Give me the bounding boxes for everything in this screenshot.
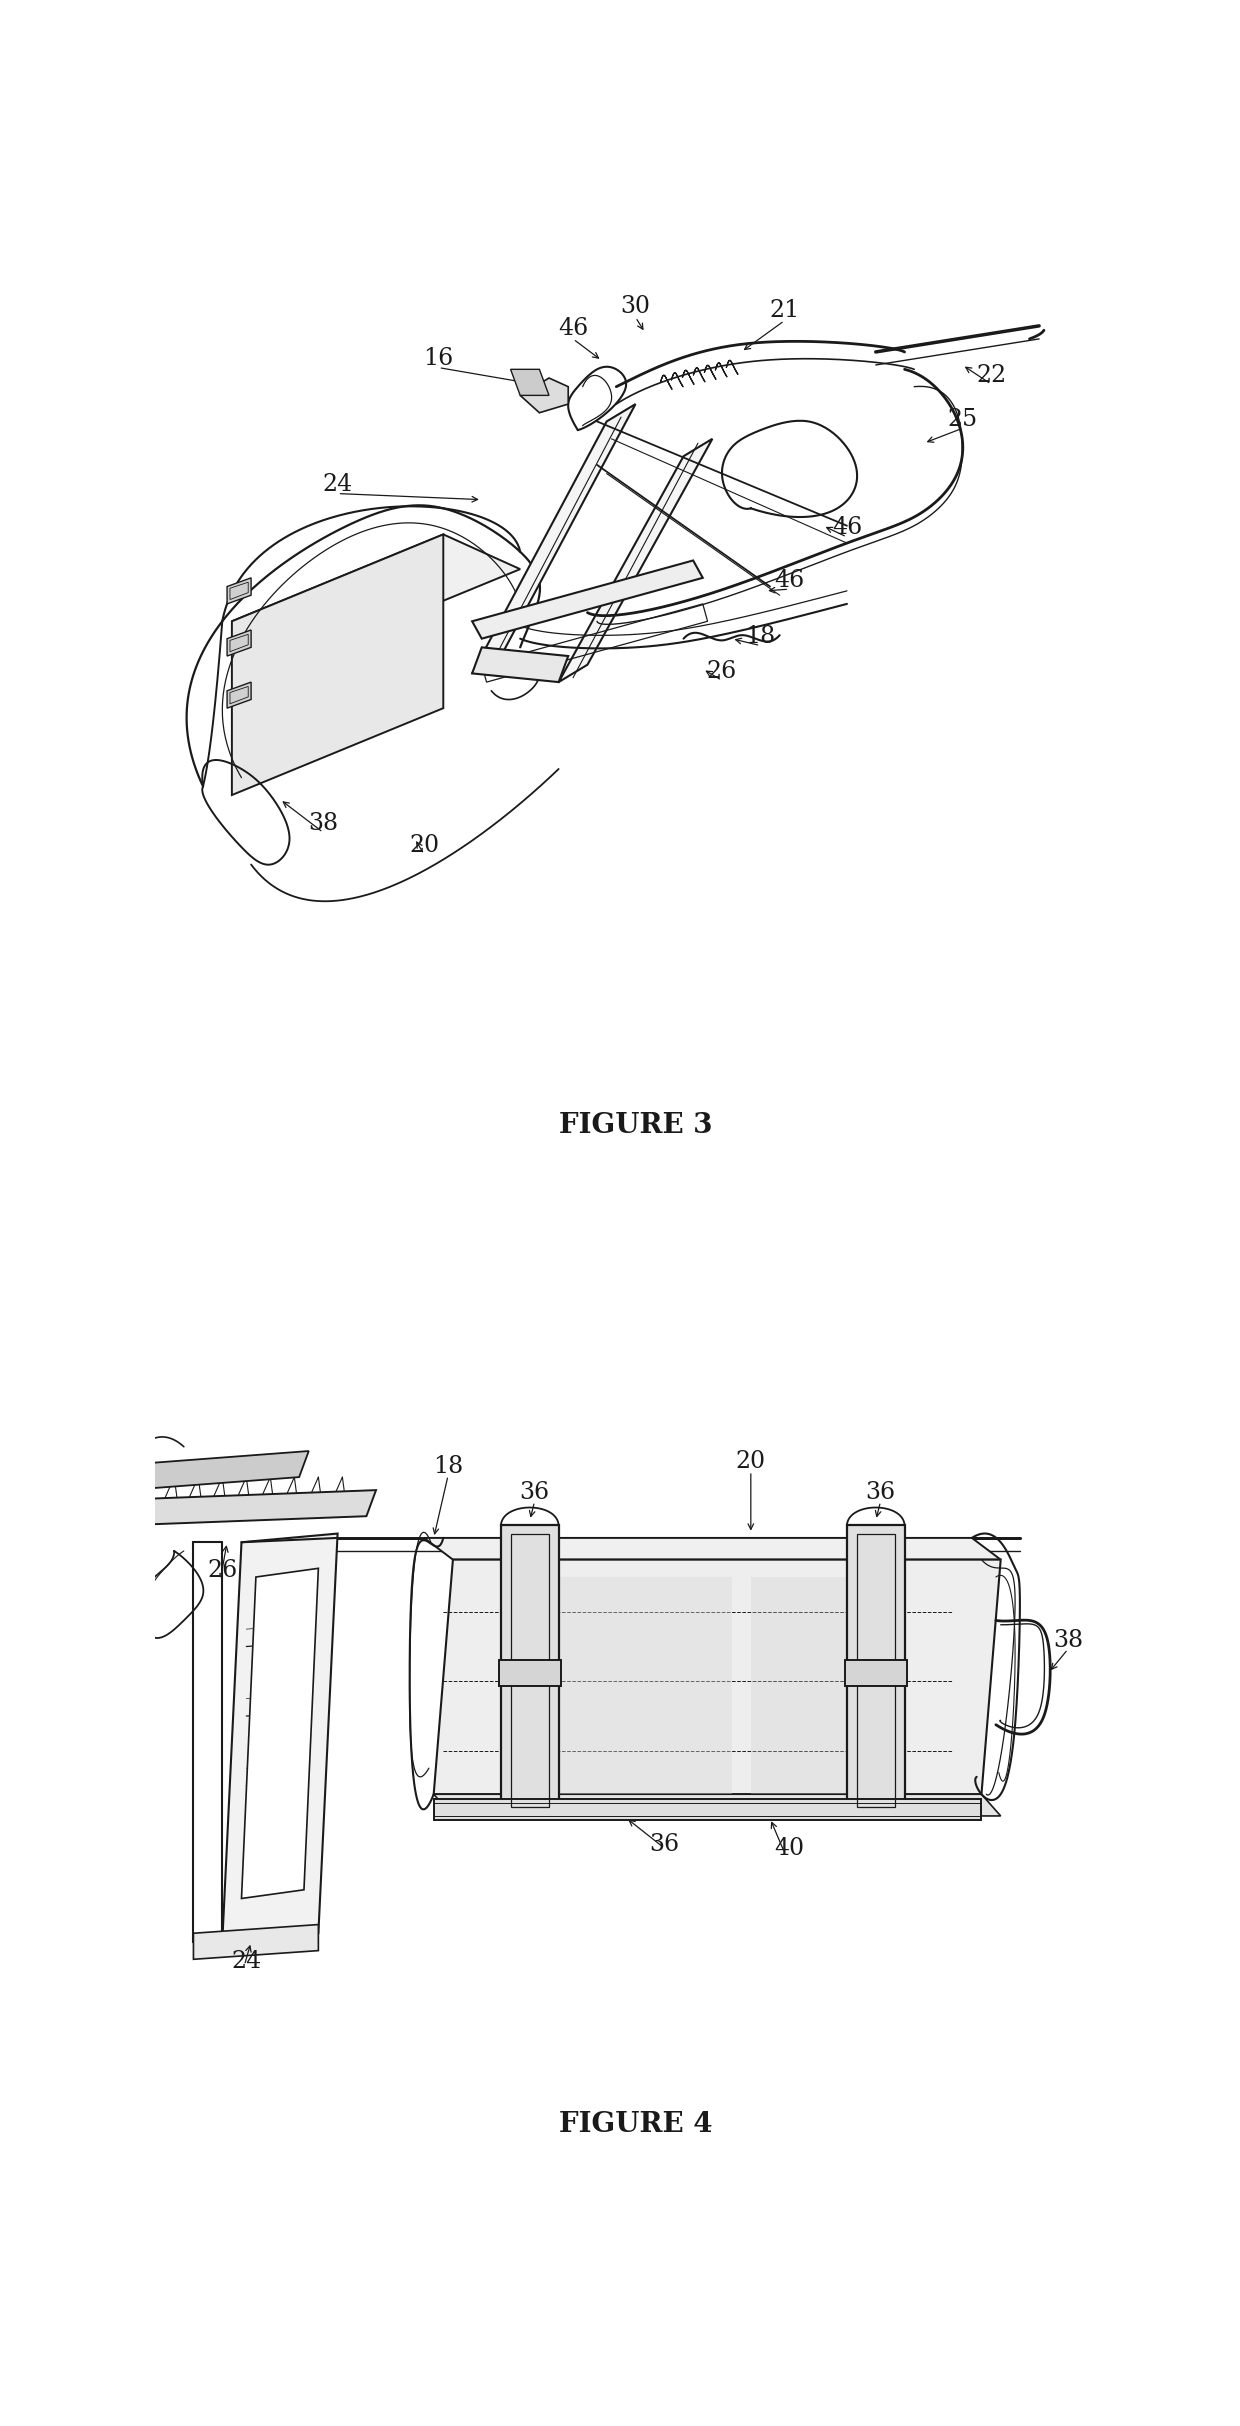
Text: 24: 24 <box>231 1951 262 1972</box>
Text: 16: 16 <box>423 347 454 371</box>
Polygon shape <box>521 378 568 412</box>
Polygon shape <box>434 1798 982 1820</box>
Polygon shape <box>847 1526 905 1817</box>
Polygon shape <box>472 648 568 682</box>
Text: 36: 36 <box>866 1480 895 1504</box>
Polygon shape <box>424 1538 1001 1560</box>
Polygon shape <box>227 577 250 604</box>
Text: FIGURE 3: FIGURE 3 <box>559 1111 712 1138</box>
Text: 36: 36 <box>520 1480 549 1504</box>
Polygon shape <box>434 1795 1001 1817</box>
FancyBboxPatch shape <box>521 1577 732 1795</box>
Text: 38: 38 <box>1053 1628 1083 1652</box>
Polygon shape <box>136 1490 376 1526</box>
Polygon shape <box>511 369 549 395</box>
Polygon shape <box>501 1526 558 1817</box>
Text: 38: 38 <box>308 813 339 835</box>
Polygon shape <box>227 631 250 655</box>
Polygon shape <box>227 682 250 708</box>
Text: 30: 30 <box>620 296 651 318</box>
Text: 46: 46 <box>774 568 805 592</box>
Polygon shape <box>222 1533 337 1941</box>
Polygon shape <box>472 405 635 674</box>
Polygon shape <box>472 560 703 638</box>
Text: 22: 22 <box>976 364 1006 388</box>
Polygon shape <box>558 439 712 682</box>
Text: 21: 21 <box>769 298 800 323</box>
Text: 46: 46 <box>832 517 862 539</box>
Polygon shape <box>126 1451 309 1490</box>
Text: 26: 26 <box>207 1560 237 1582</box>
Text: 18: 18 <box>745 626 775 648</box>
Text: 24: 24 <box>322 473 352 495</box>
Text: 20: 20 <box>735 1451 766 1473</box>
Polygon shape <box>434 1560 1001 1795</box>
FancyBboxPatch shape <box>751 1577 847 1795</box>
Text: 20: 20 <box>409 835 439 856</box>
Text: 26: 26 <box>707 660 737 682</box>
Polygon shape <box>232 534 444 796</box>
Text: FIGURE 4: FIGURE 4 <box>559 2111 712 2137</box>
Text: 36: 36 <box>650 1832 680 1856</box>
Polygon shape <box>242 1567 319 1900</box>
Polygon shape <box>232 534 521 655</box>
Polygon shape <box>498 1659 560 1686</box>
Text: 18: 18 <box>433 1456 464 1477</box>
Polygon shape <box>844 1659 906 1686</box>
Text: 46: 46 <box>558 315 588 340</box>
Text: 25: 25 <box>947 408 977 432</box>
Text: 40: 40 <box>774 1836 805 1861</box>
Polygon shape <box>193 1924 319 1960</box>
